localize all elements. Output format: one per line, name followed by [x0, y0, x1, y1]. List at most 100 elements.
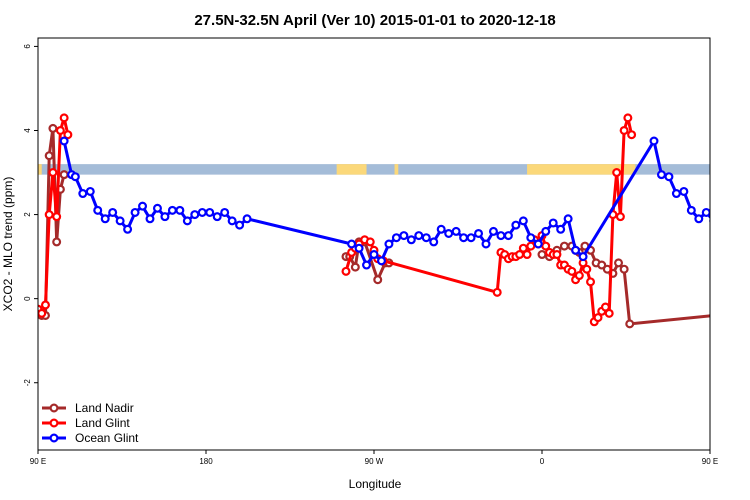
y-axis: -2 0 2 4 6: [23, 44, 38, 386]
map-strip-land-3: [527, 164, 636, 175]
data-point: [623, 113, 633, 123]
legend-marker: [49, 403, 59, 413]
data-point: [63, 130, 73, 140]
data-point: [604, 308, 614, 318]
legend-label: Land Nadir: [75, 401, 134, 415]
data-point: [138, 201, 148, 211]
series-line-2: [62, 139, 710, 267]
data-point: [59, 170, 69, 180]
data-point: [444, 228, 454, 238]
data-point: [619, 264, 629, 274]
data-point: [48, 123, 58, 133]
map-strip-land-0: [38, 164, 42, 175]
data-point: [341, 266, 351, 276]
data-point: [664, 172, 674, 182]
data-point: [365, 237, 375, 247]
data-point: [160, 212, 170, 222]
legend-marker: [49, 433, 59, 443]
x-tick-label: 90 W: [365, 457, 384, 466]
data-point: [725, 186, 732, 193]
data-point: [93, 205, 103, 215]
x-tick-label: 0: [540, 457, 545, 466]
data-point: [679, 186, 689, 196]
map-strip-ocean: [38, 164, 710, 175]
data-point: [709, 218, 710, 224]
data-point: [414, 231, 424, 241]
data-point: [44, 210, 54, 220]
data-point: [533, 239, 543, 249]
data-point: [354, 243, 364, 253]
data-point: [526, 241, 536, 251]
data-point: [503, 231, 513, 241]
data-point: [578, 252, 588, 262]
x-axis-title: Longitude: [349, 477, 402, 491]
map-strip-land-4: [710, 164, 714, 175]
data-point: [52, 212, 62, 222]
legend-label: Ocean Glint: [75, 431, 139, 445]
data-point: [391, 233, 401, 243]
data-point: [59, 136, 69, 146]
data-point: [567, 266, 577, 276]
data-point: [399, 231, 409, 241]
data-point: [656, 170, 666, 180]
series-2: [59, 136, 732, 270]
data-point: [574, 271, 584, 281]
data-point: [694, 214, 704, 224]
data-point: [627, 130, 637, 140]
data-point: [376, 256, 386, 266]
data-point: [175, 205, 185, 215]
data-point: [600, 302, 610, 312]
legend-item: Ocean Glint: [42, 431, 139, 445]
data-point: [615, 212, 625, 222]
data-point: [474, 228, 484, 238]
data-point: [548, 218, 558, 228]
data-point: [518, 216, 528, 226]
data-point: [145, 214, 155, 224]
legend-marker: [49, 418, 59, 428]
data-point: [492, 287, 502, 297]
legend-item: Land Nadir: [42, 401, 134, 415]
data-point: [718, 226, 725, 233]
data-point: [582, 264, 592, 274]
data-point: [130, 207, 140, 217]
data-point: [197, 207, 207, 217]
data-point: [725, 209, 732, 216]
chart-title: 27.5N-32.5N April (Ver 10) 2015-01-01 to…: [194, 12, 555, 29]
data-point: [522, 250, 532, 260]
data-point: [571, 245, 581, 255]
x-tick-label: 180: [199, 457, 213, 466]
series-1: [38, 113, 637, 327]
data-point: [421, 233, 431, 243]
series-line-0: [41, 126, 710, 326]
data-point: [85, 186, 95, 196]
data-point: [40, 300, 50, 310]
data-point: [227, 216, 237, 226]
data-point: [714, 152, 721, 159]
legend-label: Land Glint: [75, 416, 130, 430]
data-point: [373, 275, 383, 285]
data-point: [466, 233, 476, 243]
data-point: [459, 233, 469, 243]
x-tick-label: 90 E: [702, 457, 718, 466]
data-point: [205, 207, 215, 217]
y-tick-label: 6: [23, 44, 32, 49]
data-point: [556, 224, 566, 234]
y-tick-label: 4: [23, 128, 32, 133]
data-point: [625, 319, 635, 329]
data-point: [488, 226, 498, 236]
x-axis: 90 E 180 90 W 0 90 E: [30, 450, 718, 466]
data-point: [729, 171, 736, 178]
y-axis-title: XCO2 - MLO trend (ppm): [1, 177, 15, 312]
data-point: [406, 235, 416, 245]
series-line-1: [38, 116, 634, 324]
data-point: [235, 220, 245, 230]
data-point: [619, 125, 629, 135]
data-point: [167, 205, 177, 215]
data-point: [614, 258, 624, 268]
data-point: [78, 189, 88, 199]
data-point: [612, 168, 622, 178]
data-point: [123, 224, 133, 234]
data-point: [537, 250, 547, 260]
map-strip-land-2: [394, 164, 399, 175]
